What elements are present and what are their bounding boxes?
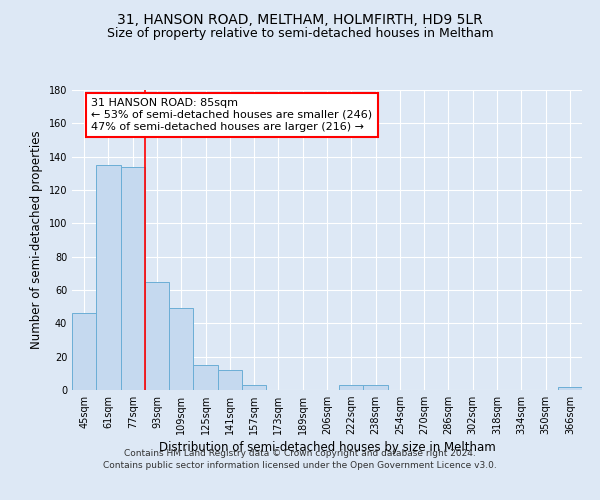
Text: Size of property relative to semi-detached houses in Meltham: Size of property relative to semi-detach… [107, 28, 493, 40]
Text: 31 HANSON ROAD: 85sqm
← 53% of semi-detached houses are smaller (246)
47% of sem: 31 HANSON ROAD: 85sqm ← 53% of semi-deta… [91, 98, 373, 132]
Bar [558, 386, 582, 390]
Bar [339, 385, 364, 390]
Bar [121, 166, 145, 390]
Bar [169, 308, 193, 390]
Text: Contains HM Land Registry data © Crown copyright and database right 2024.: Contains HM Land Registry data © Crown c… [124, 448, 476, 458]
Bar [96, 165, 121, 390]
Bar [72, 314, 96, 390]
Bar [218, 370, 242, 390]
Bar [145, 282, 169, 390]
Bar [364, 385, 388, 390]
Bar [193, 365, 218, 390]
Bar [242, 385, 266, 390]
Text: Contains public sector information licensed under the Open Government Licence v3: Contains public sector information licen… [103, 461, 497, 470]
X-axis label: Distribution of semi-detached houses by size in Meltham: Distribution of semi-detached houses by … [158, 442, 496, 454]
Y-axis label: Number of semi-detached properties: Number of semi-detached properties [30, 130, 43, 350]
Text: 31, HANSON ROAD, MELTHAM, HOLMFIRTH, HD9 5LR: 31, HANSON ROAD, MELTHAM, HOLMFIRTH, HD9… [117, 12, 483, 26]
